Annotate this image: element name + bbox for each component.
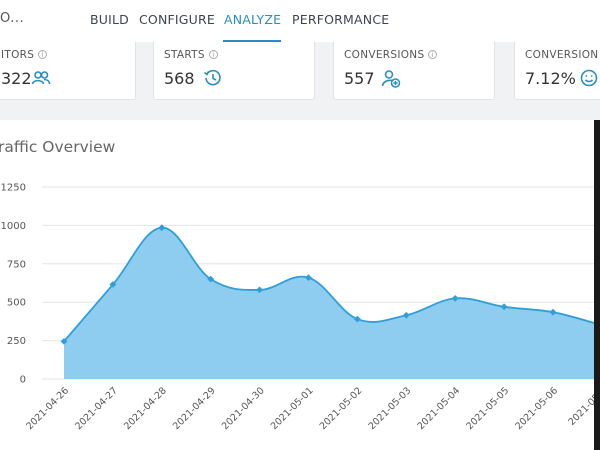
- x-tick-label: 2021-04-28: [122, 385, 169, 432]
- x-tick-label: 2021-05-06: [513, 385, 560, 432]
- stat-value: 7.12%: [525, 69, 576, 88]
- stat-card-conversion-rate: CONVERSION R 7.12%: [514, 42, 600, 100]
- users-icon: [31, 71, 51, 85]
- history-icon: [204, 69, 221, 86]
- data-point: [207, 275, 215, 283]
- tab-performance[interactable]: PERFORMANCE: [292, 12, 390, 27]
- stat-value: 322: [1, 69, 32, 88]
- y-tick-label: 750: [7, 259, 26, 270]
- data-point: [158, 224, 166, 232]
- info-icon[interactable]: i: [208, 50, 218, 59]
- stat-card-starts: STARTS i 568: [153, 42, 315, 100]
- traffic-overview-panel: raffic Overview 0 250 500 750 1000 1250 2021-0…: [0, 120, 600, 450]
- x-tick-label: 2021-05-02: [318, 385, 365, 432]
- y-tick-label: 1250: [1, 183, 26, 194]
- tab-configure[interactable]: CONFIGURE: [139, 12, 216, 27]
- x-tick-label: 2021-04-29: [171, 385, 218, 432]
- stats-band: ITORS i 322 STARTS i 568 CONVERSIONS i 557 …: [0, 42, 600, 120]
- smile-icon: [580, 69, 598, 87]
- info-icon[interactable]: i: [428, 50, 438, 59]
- info-icon[interactable]: i: [38, 50, 48, 59]
- add-user-icon: [381, 70, 401, 88]
- x-tick-label: 2021-05-05: [464, 385, 511, 432]
- y-tick-label: 1000: [1, 221, 26, 232]
- data-point: [451, 294, 459, 302]
- stat-card-visitors: ITORS i 322: [0, 42, 136, 100]
- data-point: [305, 274, 312, 282]
- tab-build[interactable]: BUILD: [90, 12, 130, 27]
- y-tick-label: 0: [20, 375, 26, 386]
- data-point: [500, 303, 508, 311]
- stat-card-conversions: CONVERSIONS i 557: [333, 42, 495, 100]
- data-point: [354, 315, 361, 323]
- y-tick-label: 500: [7, 298, 26, 309]
- stat-label: STARTS i: [164, 49, 218, 61]
- chart-title: raffic Overview: [0, 138, 116, 156]
- x-tick-label: 2021-04-27: [73, 385, 120, 432]
- project-breadcrumb[interactable]: O...: [0, 11, 25, 26]
- window-edge: [594, 120, 600, 450]
- tab-analyze[interactable]: ANALYZE: [224, 12, 282, 27]
- y-tick-label: 250: [7, 336, 26, 347]
- active-tab-indicator: [223, 40, 281, 42]
- x-tick-label: 2021-04-30: [220, 385, 267, 432]
- x-tick-label: 2021-05-01: [269, 385, 316, 432]
- stat-label: CONVERSIONS i: [344, 49, 438, 61]
- data-point: [402, 311, 410, 319]
- series-area: [64, 227, 600, 379]
- stat-value: 557: [344, 69, 375, 88]
- x-tick-label: 2021-05-04: [415, 385, 462, 432]
- stat-label: CONVERSION R: [525, 49, 600, 61]
- x-tick-label: 2021-04-26: [24, 385, 71, 432]
- x-tick-label: 2021-05-03: [367, 385, 414, 432]
- stat-value: 568: [164, 69, 195, 88]
- stat-label: ITORS i: [1, 49, 48, 61]
- top-navigation: O... BUILD CONFIGURE ANALYZE PERFORMANCE: [0, 0, 600, 42]
